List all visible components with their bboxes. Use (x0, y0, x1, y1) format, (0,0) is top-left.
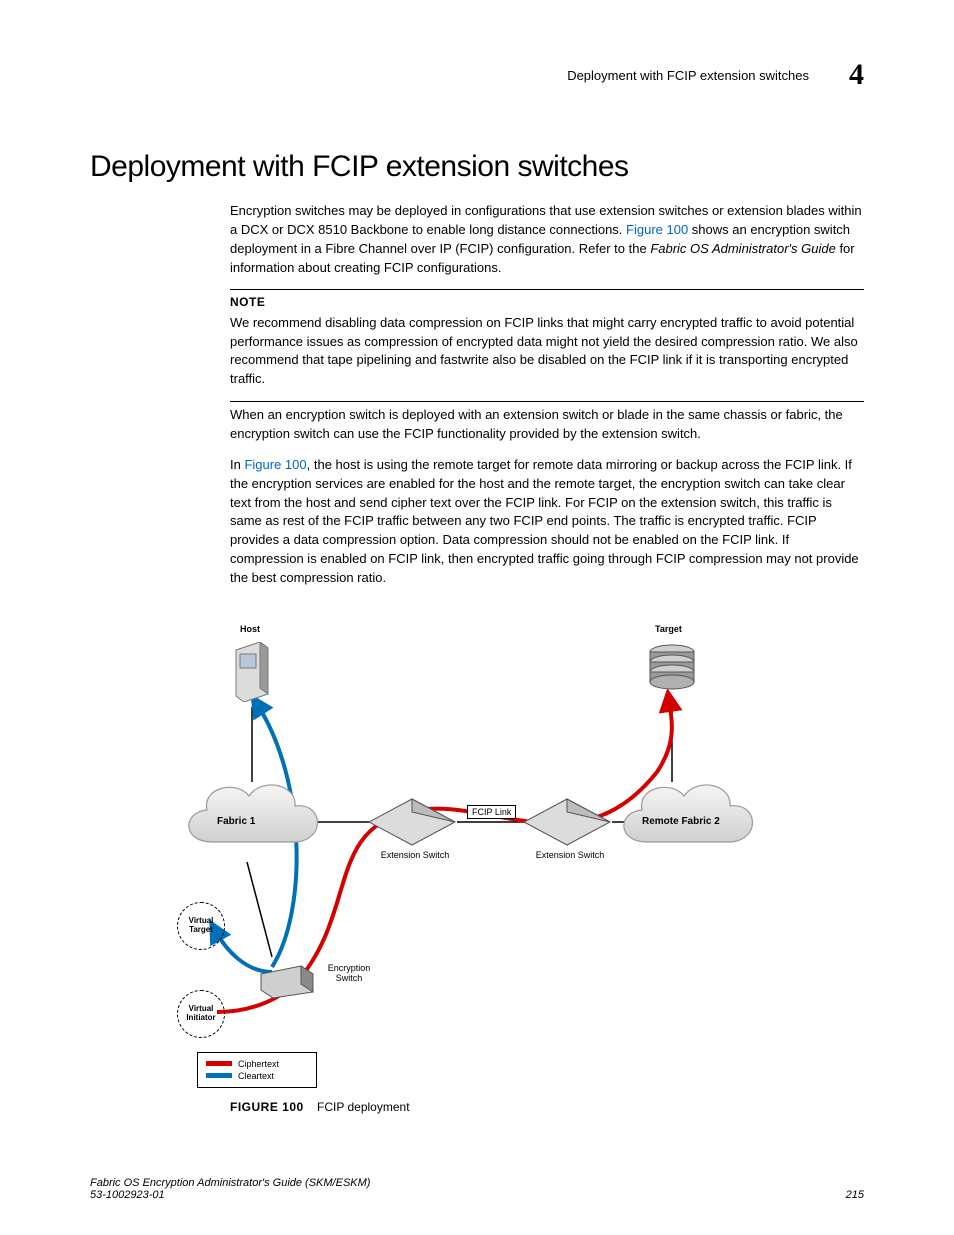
figure-link[interactable]: Figure 100 (626, 222, 688, 237)
note-rule-bottom (230, 401, 864, 402)
target-label: Target (655, 624, 682, 634)
cleartext-swatch (206, 1073, 232, 1078)
legend-cleartext: Cleartext (206, 1071, 308, 1081)
note-label: NOTE (230, 294, 864, 311)
figure-link-2[interactable]: Figure 100 (244, 457, 306, 472)
virtual-initiator: Virtual Initiator (177, 990, 225, 1038)
host-icon (232, 642, 272, 702)
fcip-link-label: FCIP Link (467, 805, 516, 819)
figure-diagram: Host Target (157, 612, 797, 1092)
paragraph-3: In Figure 100, the host is using the rem… (230, 456, 864, 588)
paragraph-2: When an encryption switch is deployed wi… (230, 406, 864, 444)
chapter-number: 4 (849, 58, 864, 92)
page-title: Deployment with FCIP extension switches (90, 150, 864, 184)
ext-switch-right-label: Extension Switch (530, 850, 610, 860)
figure-label: FIGURE 100 (230, 1100, 304, 1114)
running-title: Deployment with FCIP extension switches (567, 68, 809, 83)
virtual-target: Virtual Target (177, 902, 225, 950)
running-header: Deployment with FCIP extension switches … (567, 58, 864, 92)
target-icon (647, 642, 697, 692)
legend-ciphertext: Ciphertext (206, 1059, 308, 1069)
enc-switch-label: Encryption Switch (319, 964, 379, 984)
note-text: We recommend disabling data compression … (230, 314, 864, 389)
ciphertext-swatch (206, 1061, 232, 1066)
fabric1-label: Fabric 1 (217, 816, 255, 827)
figure-caption-text: FCIP deployment (317, 1100, 410, 1114)
figure-caption: FIGURE 100 FCIP deployment (230, 1100, 864, 1114)
paragraph-1: Encryption switches may be deployed in c… (230, 202, 864, 277)
footer-page-number: 215 (846, 1189, 864, 1201)
ext-switch-right (522, 797, 612, 847)
ext-switch-left (367, 797, 457, 847)
page-footer: Fabric OS Encryption Administrator's Gui… (90, 1177, 864, 1201)
body-text: Encryption switches may be deployed in c… (230, 202, 864, 588)
host-label: Host (240, 624, 260, 634)
page: Deployment with FCIP extension switches … (0, 0, 954, 1235)
ext-switch-left-label: Extension Switch (375, 850, 455, 860)
note-rule-top (230, 289, 864, 290)
legend: Ciphertext Cleartext (197, 1052, 317, 1088)
footer-left: Fabric OS Encryption Administrator's Gui… (90, 1177, 370, 1201)
encryption-switch-icon (257, 962, 317, 998)
fabric2-label: Remote Fabric 2 (642, 816, 720, 827)
